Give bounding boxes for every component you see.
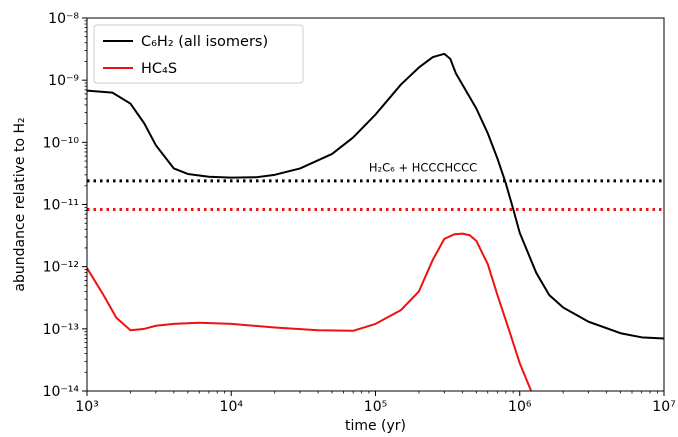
series-line-1 (87, 232, 533, 391)
legend-label-hc4s: HC₄S (141, 61, 177, 77)
y-tick-label: 10⁻¹⁰ (43, 135, 80, 151)
annotation-label: H₂C₆ + HCCCHCCC (369, 160, 477, 174)
y-tick-label: 10⁻¹¹ (43, 198, 79, 214)
legend-box (93, 24, 304, 84)
y-tick-label: 10⁻⁹ (48, 73, 79, 89)
x-tick-label: 10³ (75, 399, 98, 415)
x-tick-label: 10⁶ (508, 399, 532, 415)
legend-label-c6h2: C₆H₂ (all isomers) (141, 34, 268, 50)
y-tick-label: 10⁻¹³ (43, 322, 79, 338)
x-tick-label: 10⁷ (652, 399, 675, 415)
y-tick-label: 10⁻¹² (43, 260, 79, 276)
legend: C₆H₂ (all isomers) HC₄S (93, 24, 304, 84)
series-line-0 (87, 52, 664, 340)
x-axis-label: time (yr) (345, 418, 406, 434)
series-layer (87, 52, 664, 391)
y-tick-label: 10⁻¹⁴ (43, 384, 80, 400)
y-tick-label: 10⁻⁸ (48, 11, 79, 27)
x-tick-label: 10⁴ (220, 399, 244, 415)
y-axis-label: abundance relative to H₂ (12, 117, 28, 291)
ticks-layer: 10³ 10⁴ 10⁵ 10⁶ 10⁷ 10⁻¹⁴ 10⁻¹³ 10⁻¹² 10⁻¹¹ 10⁻¹⁰… (43, 11, 676, 415)
x-tick-label: 10⁵ (364, 399, 387, 415)
